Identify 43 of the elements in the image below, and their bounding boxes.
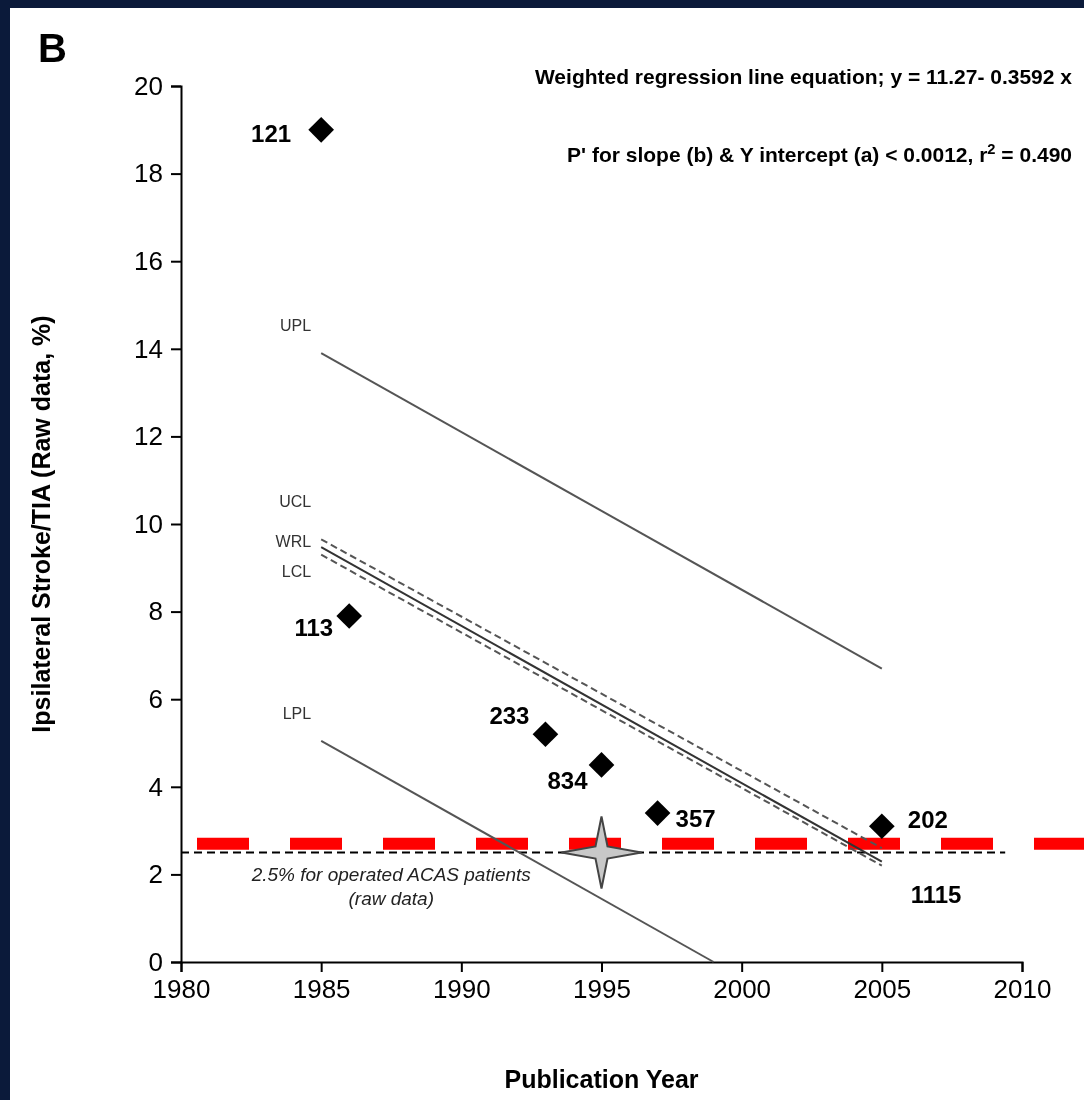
point bbox=[644, 800, 671, 826]
annotation: 357 bbox=[675, 805, 716, 833]
annotation: 113 bbox=[294, 613, 334, 641]
x-tick-label: 1990 bbox=[432, 974, 491, 1005]
y-tick-label: 0 bbox=[148, 946, 163, 977]
x-tick-label: 2000 bbox=[713, 974, 772, 1005]
point bbox=[588, 752, 615, 778]
annotation: 202 bbox=[907, 806, 948, 834]
x-tick-label: 1980 bbox=[152, 974, 211, 1005]
point bbox=[532, 721, 559, 748]
point bbox=[336, 603, 363, 629]
annotation: 121 bbox=[251, 119, 292, 147]
x-tick-label: 1985 bbox=[292, 974, 351, 1005]
y-axis-title: Ipsilateral Stroke/TIA (Raw data, %) bbox=[27, 315, 55, 733]
annotation: 233 bbox=[489, 702, 530, 730]
point bbox=[560, 815, 643, 890]
y-tick-label: 6 bbox=[148, 684, 163, 715]
series-label: WRL bbox=[275, 533, 312, 551]
x-tick-label: 2005 bbox=[853, 974, 912, 1005]
point bbox=[869, 813, 895, 840]
annotation: P' for slope (b) & Y intercept (a) < 0.0012, r$^{2}$ = 0.490 bbox=[567, 141, 1072, 166]
x-tick-label: 2010 bbox=[993, 974, 1052, 1005]
annotation: 1115 bbox=[910, 881, 962, 908]
x-tick-label: 1995 bbox=[573, 974, 631, 1005]
ref-line-label: 2.5% for operated ACAS patients (raw data) bbox=[250, 863, 532, 909]
y-tick-label: 12 bbox=[134, 421, 163, 452]
point bbox=[308, 116, 334, 143]
y-tick-label: 20 bbox=[134, 70, 163, 101]
annotation: 834 bbox=[547, 766, 589, 794]
series-label: UCL bbox=[279, 493, 312, 511]
y-tick-label: 4 bbox=[148, 771, 163, 802]
y-tick-label: 10 bbox=[134, 508, 163, 539]
annotation: Weighted regression line equation; y = 11.27- 0.3592 x bbox=[534, 65, 1073, 88]
x-axis-title: Publication Year bbox=[504, 1065, 699, 1093]
y-tick-label: 8 bbox=[148, 596, 163, 627]
series-label: UPL bbox=[280, 317, 312, 335]
series-label: LPL bbox=[282, 704, 312, 722]
y-tick-label: 2 bbox=[148, 859, 163, 890]
chart-title: B bbox=[38, 26, 67, 70]
y-tick-label: 14 bbox=[134, 333, 163, 364]
series-label: LCL bbox=[281, 562, 312, 580]
y-tick-label: 18 bbox=[134, 158, 163, 189]
y-tick-label: 16 bbox=[134, 246, 163, 277]
